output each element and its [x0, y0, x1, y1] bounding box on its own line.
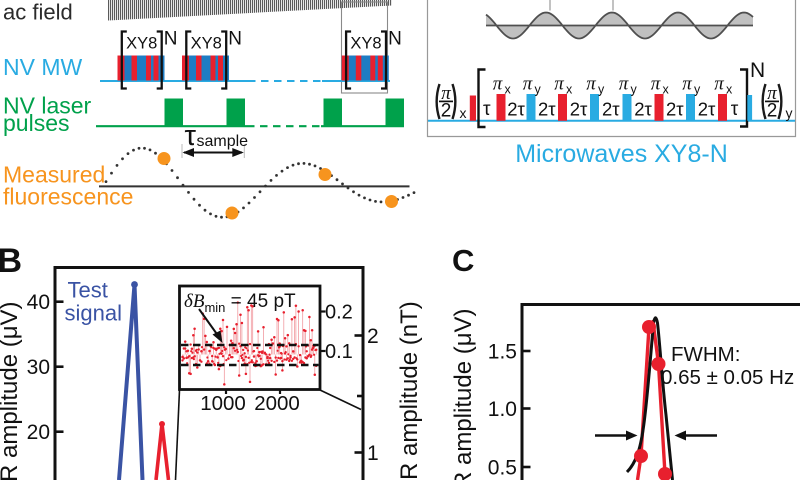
- svg-text:1000: 1000: [200, 392, 246, 415]
- svg-text:x: x: [663, 83, 670, 97]
- svg-text:R amplitude (μV): R amplitude (μV): [0, 301, 23, 480]
- svg-text:π: π: [586, 74, 596, 95]
- svg-text:π: π: [714, 74, 724, 95]
- svg-text:XY8: XY8: [191, 35, 222, 53]
- svg-text:x: x: [505, 83, 512, 97]
- svg-text:τ: τ: [483, 99, 491, 120]
- svg-text:δBmin = 45 pT: δBmin = 45 pT: [184, 291, 296, 315]
- svg-text:0.65 ± 0.05 Hz: 0.65 ± 0.05 Hz: [661, 366, 794, 389]
- svg-text:2τ: 2τ: [666, 99, 684, 120]
- svg-text:fluorescence: fluorescence: [3, 184, 133, 210]
- svg-text:2: 2: [367, 325, 379, 348]
- svg-text:R amplitude (μV): R amplitude (μV): [450, 308, 477, 480]
- svg-text:2τ: 2τ: [507, 99, 525, 120]
- svg-text:π: π: [523, 74, 533, 95]
- svg-text:Test: Test: [68, 278, 108, 303]
- svg-text:R amplitude (nT): R amplitude (nT): [396, 301, 423, 480]
- svg-text:signal: signal: [65, 301, 122, 326]
- svg-text:π: π: [651, 74, 661, 95]
- svg-text:2τ: 2τ: [698, 99, 716, 120]
- svg-text:x: x: [726, 83, 733, 97]
- svg-text:τ: τ: [731, 99, 739, 120]
- svg-text:1: 1: [367, 442, 379, 465]
- svg-text:NV laser: NV laser: [3, 93, 92, 119]
- svg-text:1.5: 1.5: [488, 341, 517, 364]
- svg-text:2000: 2000: [254, 392, 300, 415]
- svg-text:sample: sample: [197, 133, 249, 150]
- svg-text:y: y: [694, 83, 701, 97]
- svg-text:τ: τ: [185, 120, 197, 152]
- svg-text:y: y: [535, 83, 542, 97]
- svg-text:N: N: [164, 29, 178, 50]
- svg-text:π: π: [767, 83, 777, 104]
- svg-text:π: π: [682, 74, 692, 95]
- svg-text:40: 40: [27, 291, 50, 314]
- svg-text:y: y: [786, 105, 793, 121]
- svg-text:30: 30: [27, 356, 50, 379]
- svg-text:0.1: 0.1: [325, 341, 353, 363]
- svg-text:N: N: [750, 59, 765, 82]
- svg-text:XY8: XY8: [126, 35, 157, 53]
- svg-text:Microwaves XY8-N: Microwaves XY8-N: [515, 140, 728, 168]
- svg-text:2τ: 2τ: [538, 99, 556, 120]
- svg-text:0.2: 0.2: [325, 302, 353, 324]
- svg-text:XY8: XY8: [350, 35, 381, 53]
- svg-text:Measured: Measured: [3, 162, 105, 188]
- svg-text:20: 20: [27, 421, 50, 444]
- svg-text:N: N: [228, 29, 242, 50]
- svg-text:2: 2: [441, 101, 452, 122]
- svg-text:x: x: [460, 105, 467, 121]
- svg-text:NV MW: NV MW: [3, 54, 83, 80]
- svg-text:C: C: [452, 243, 474, 278]
- svg-text:1.0: 1.0: [488, 398, 517, 421]
- svg-text:y: y: [631, 83, 638, 97]
- svg-text:2τ: 2τ: [602, 99, 620, 120]
- svg-text:2τ: 2τ: [634, 99, 652, 120]
- svg-text:ac field: ac field: [3, 0, 73, 25]
- svg-text:y: y: [598, 83, 605, 97]
- svg-text:FWHM:: FWHM:: [671, 343, 740, 366]
- svg-text:2τ: 2τ: [570, 99, 588, 120]
- svg-text:x: x: [566, 83, 573, 97]
- svg-text:π: π: [554, 74, 564, 95]
- svg-text:π: π: [493, 74, 503, 95]
- svg-text:pulses: pulses: [3, 110, 69, 136]
- svg-text:B: B: [0, 242, 22, 280]
- svg-text:π: π: [441, 83, 451, 104]
- svg-text:π: π: [619, 74, 629, 95]
- svg-text:N: N: [388, 29, 402, 50]
- svg-text:0.5: 0.5: [488, 457, 517, 480]
- svg-text:2: 2: [767, 101, 778, 122]
